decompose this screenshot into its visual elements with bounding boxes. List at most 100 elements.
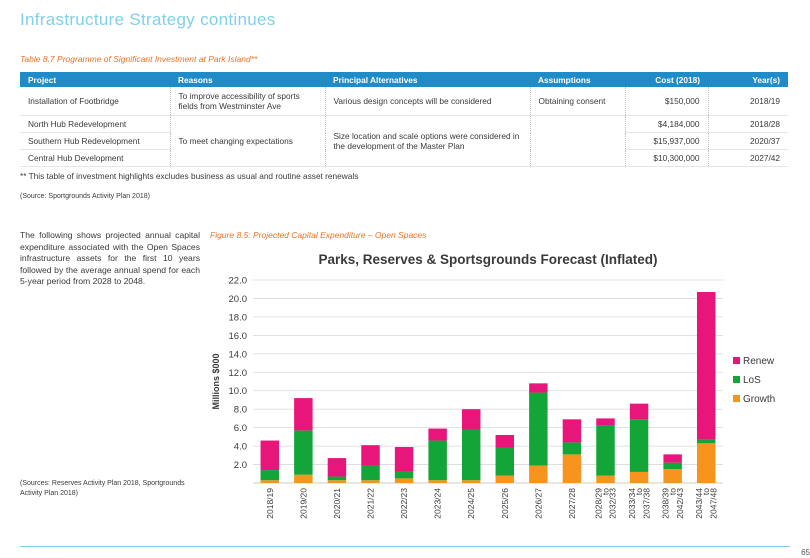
bar-los-6 xyxy=(461,429,481,481)
header-project: Project xyxy=(20,72,170,87)
header-reasons: Reasons xyxy=(170,72,325,87)
bar-growth-10 xyxy=(596,475,615,483)
bar-renew-11 xyxy=(629,403,649,420)
bar-growth-13 xyxy=(696,443,716,483)
legend-label-renew: Renew xyxy=(743,356,775,367)
chart-title: Parks, Reserves & Sportsgrounds Forecast… xyxy=(318,252,657,267)
y-tick-label: 10.0 xyxy=(229,386,248,397)
cell-assumptions-group xyxy=(529,115,625,167)
bar-renew-0 xyxy=(260,440,280,471)
bar-renew-12 xyxy=(663,454,682,463)
cell-years: 2018/19 xyxy=(707,87,788,116)
y-tick-label: 14.0 xyxy=(229,349,248,360)
legend-swatch-growth xyxy=(733,395,740,402)
cell-years: 2027/42 xyxy=(707,149,788,167)
cell-reason-group: To meet changing expectations xyxy=(169,115,325,167)
x-tick-label: 2033/34to2037/38 xyxy=(627,488,651,519)
bar-renew-8 xyxy=(529,383,548,393)
x-tick-label: 2024/25 xyxy=(466,488,476,519)
footer-rule xyxy=(20,546,790,547)
chart-sources: (Sources: Reserves Activity Plan 2018, S… xyxy=(20,480,185,497)
cell-cost: $10,300,000 xyxy=(624,149,708,167)
legend-swatch-renew xyxy=(733,357,740,364)
bar-renew-9 xyxy=(562,419,582,443)
bar-growth-7 xyxy=(495,475,515,483)
y-tick-label: 2.0 xyxy=(234,460,247,471)
table-row: North Hub Redevelopment To meet changing… xyxy=(20,115,788,167)
cell-alternatives-group: Size location and scale options were con… xyxy=(324,115,530,167)
x-tick-label: 2028/29to2032/33 xyxy=(593,488,617,519)
header-cost: Cost (2018) xyxy=(625,72,708,87)
table-source: (Source: Sportgrounds Activity Plan 2018… xyxy=(20,193,150,200)
investment-table: Project Reasons Principal Alternatives A… xyxy=(20,72,788,167)
header-assumptions: Assumptions xyxy=(530,72,625,87)
bar-los-4 xyxy=(394,471,414,479)
intro-paragraph: The following shows projected annual cap… xyxy=(20,230,200,287)
header-alternatives: Principal Alternatives xyxy=(325,72,530,87)
table-header-row: Project Reasons Principal Alternatives A… xyxy=(20,72,788,87)
bar-los-5 xyxy=(428,440,447,481)
bar-los-3 xyxy=(361,465,380,481)
x-tick-label: 2023/24 xyxy=(433,488,443,519)
cell-cost: $150,000 xyxy=(624,87,708,116)
bar-renew-6 xyxy=(461,409,481,430)
legend-label-growth: Growth xyxy=(743,394,775,405)
cell-years: 2018/28 xyxy=(707,115,788,133)
bar-renew-5 xyxy=(428,428,447,441)
bar-growth-6 xyxy=(461,480,481,483)
bar-growth-8 xyxy=(529,465,548,483)
bar-los-10 xyxy=(596,425,615,476)
bar-growth-1 xyxy=(294,474,313,483)
figure-caption: Figure 8.5: Projected Capital Expenditur… xyxy=(210,230,427,240)
x-tick-label: 2027/28 xyxy=(567,488,577,519)
cell-project: Central Hub Development xyxy=(20,149,170,167)
bar-growth-12 xyxy=(663,469,682,483)
y-tick-label: 8.0 xyxy=(234,405,247,416)
y-tick-label: 6.0 xyxy=(234,423,247,434)
bar-los-0 xyxy=(260,470,280,481)
y-tick-label: 16.0 xyxy=(229,331,248,342)
legend-swatch-los xyxy=(733,376,740,383)
cell-reason: To improve accessibility of sports field… xyxy=(169,87,325,116)
bar-growth-0 xyxy=(260,480,280,483)
x-tick-label: 2020/21 xyxy=(332,488,342,519)
bar-growth-9 xyxy=(562,454,582,483)
x-tick-label: 2019/20 xyxy=(298,488,308,519)
x-tick-label: 2043/44to2047/48 xyxy=(694,488,718,519)
x-tick-label: 2022/23 xyxy=(399,488,409,519)
cell-cost: $15,937,000 xyxy=(624,132,708,150)
y-axis-label: Millions $000 xyxy=(211,353,221,409)
bar-renew-10 xyxy=(596,418,615,426)
y-tick-label: 18.0 xyxy=(229,312,248,323)
bar-renew-3 xyxy=(361,445,380,466)
header-years: Year(s) xyxy=(708,72,788,87)
capex-chart: Parks, Reserves & Sportsgrounds Forecast… xyxy=(211,252,775,519)
cell-project: North Hub Redevelopment xyxy=(20,115,170,133)
bar-growth-11 xyxy=(629,471,649,483)
x-tick-label: 2026/27 xyxy=(533,488,543,519)
y-tick-label: 22.0 xyxy=(229,276,248,287)
page-title: Infrastructure Strategy continues xyxy=(20,10,276,29)
cell-alternatives: Various design concepts will be consider… xyxy=(324,87,530,116)
x-tick-label: 2021/22 xyxy=(366,488,376,519)
x-tick-label: 2038/39to2042/43 xyxy=(660,488,684,519)
cell-years: 2020/37 xyxy=(707,132,788,150)
bar-renew-2 xyxy=(327,458,347,477)
bar-los-7 xyxy=(495,447,515,476)
bar-los-2 xyxy=(327,476,347,481)
cell-cost: $4,184,000 xyxy=(624,115,708,133)
y-tick-label: 12.0 xyxy=(229,368,248,379)
y-tick-label: 4.0 xyxy=(234,442,247,453)
bar-los-13 xyxy=(696,439,716,444)
table-caption: Table 8.7 Programme of Significant Inves… xyxy=(20,54,258,64)
x-tick-label: 2025/26 xyxy=(500,488,510,519)
bar-growth-3 xyxy=(361,480,380,483)
bar-los-12 xyxy=(663,462,682,470)
bar-los-1 xyxy=(294,430,313,475)
bar-growth-4 xyxy=(394,478,414,483)
table-row: Central Hub Development $10,300,000 2027… xyxy=(20,149,788,167)
bar-los-11 xyxy=(629,419,649,472)
bar-renew-1 xyxy=(294,398,313,431)
y-tick-label: 20.0 xyxy=(229,294,248,305)
bar-renew-4 xyxy=(394,447,414,472)
